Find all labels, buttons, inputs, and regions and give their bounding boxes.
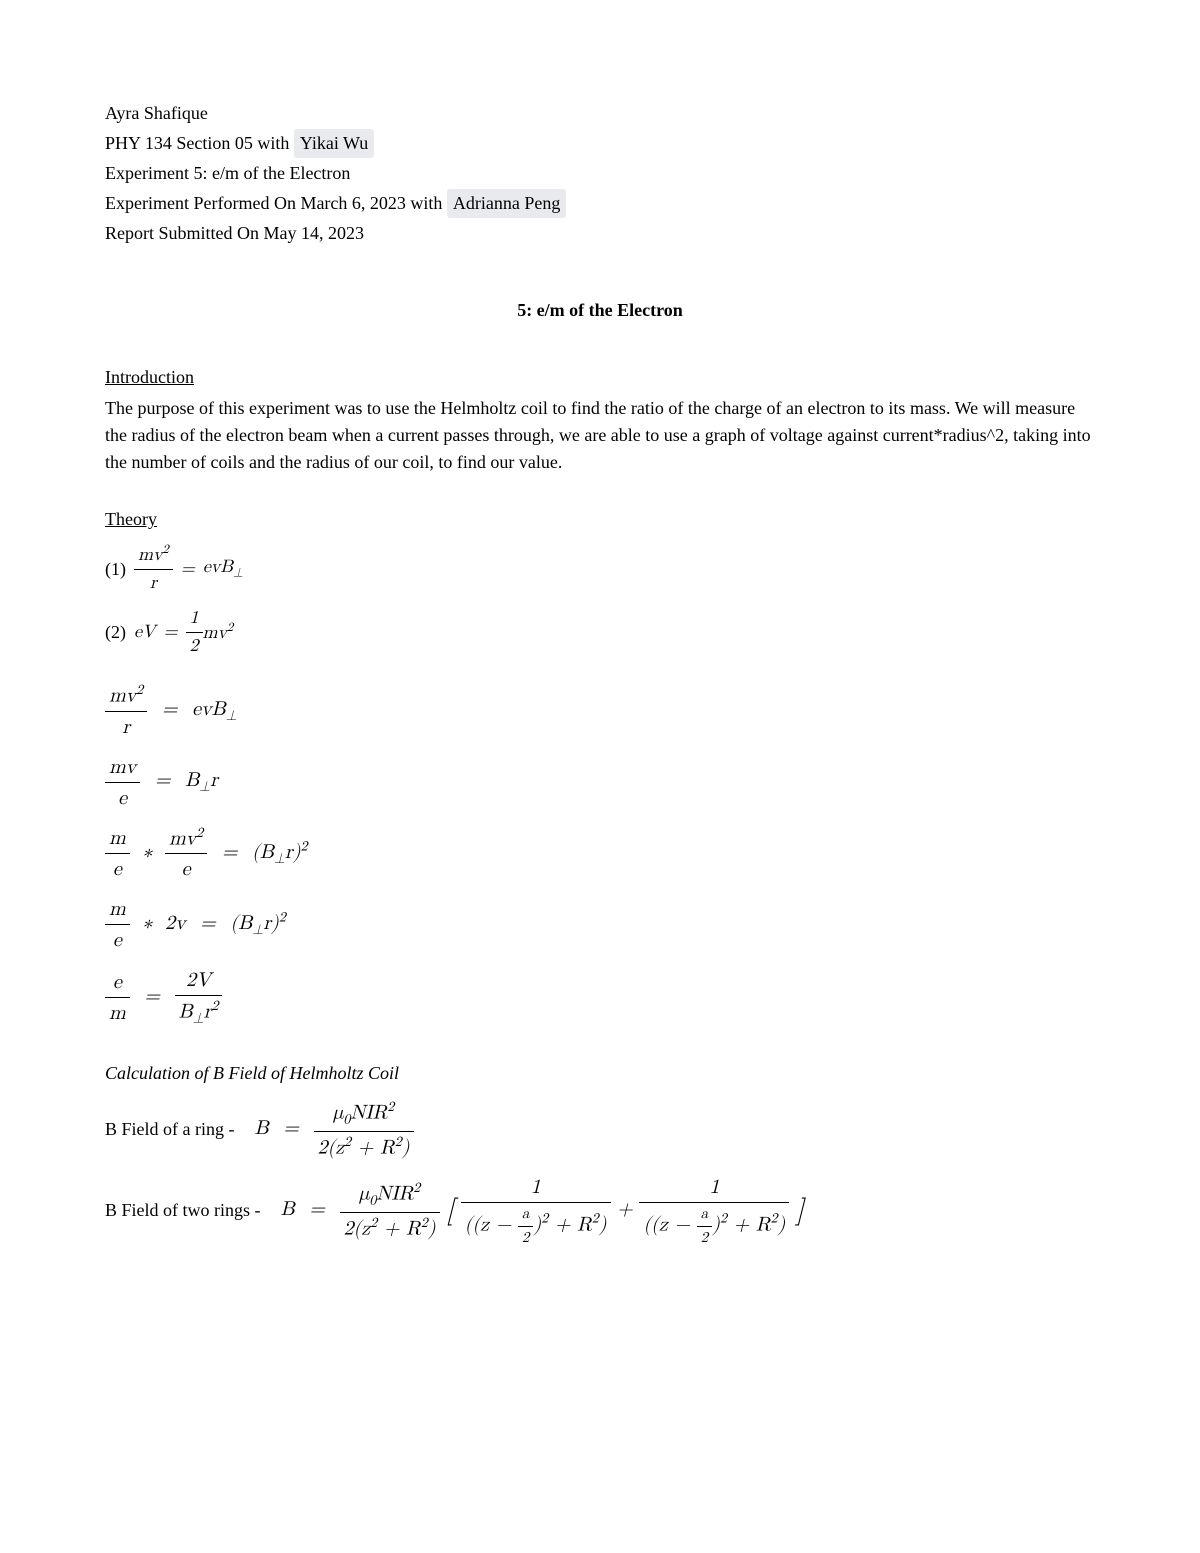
document-header: Ayra Shafique PHY 134 Section 05 with Yi… [105,100,1095,247]
instructor-tag: Yikai Wu [294,129,374,158]
partner-tag: Adrianna Peng [447,189,566,218]
d1-perp: ⊥ [226,709,237,723]
bfield-header: Calculation of B Field of Helmholtz Coil [105,1060,1095,1087]
equation-1: (1) mv2 r = evB⊥ [105,541,1095,597]
bfield-ring: B Field of a ring - B = μ0NIR2 2(z2 + R2… [105,1097,1095,1162]
intro-text: The purpose of this experiment was to us… [105,395,1095,476]
theory-equations: (1) mv2 r = evB⊥ (2) eV = 1 2 mv2 [105,541,1095,660]
ring-den1: 2(z [318,1137,345,1157]
intro-header: Introduction [105,364,1095,391]
deriv-line-1: mv2 r = evB⊥ [105,680,1095,742]
submitted-line: Report Submitted On May 14, 2023 [105,220,1095,247]
d3-rp: r) [285,842,301,862]
eq1-equals: = [181,556,195,583]
eq1-perp: ⊥ [233,568,243,580]
d3-e: e [105,854,130,884]
d4-perp: ⊥ [252,923,263,937]
deriv-line-3: m e ∗ mv2 e = (B⊥r)2 [105,823,1095,885]
ring-B: B [254,1118,268,1138]
d1-rhs: evB [192,699,226,719]
d5-B: B [179,1002,193,1022]
d1-num: mv [109,686,136,706]
d2-num: mv [105,752,140,783]
deriv-line-5: e m = 2V B⊥r2 [105,965,1095,1030]
tr-one1: 1 [461,1172,611,1203]
deriv-line-2: mv e = B⊥r [105,752,1095,813]
eq2-half-den: 2 [186,633,203,660]
d2-den: e [105,783,140,813]
tr-pr2: ) [712,1215,720,1235]
tr-NIR: NIR [376,1184,413,1204]
d5-2V: 2V [175,965,223,996]
d5-e: e [105,967,130,998]
ring-mu: μ [333,1103,344,1123]
course-line: PHY 134 Section 05 with Yikai Wu [105,129,1095,158]
d4-e: e [105,925,130,955]
d1-den: r [105,712,147,742]
eq2-mv: mv [203,624,228,642]
d3-B: (B [252,842,274,862]
d3-e2: e [165,854,207,884]
tr-plus: + [617,1199,639,1219]
tr-den2: + R [377,1218,421,1238]
ring-NIR: NIR [350,1103,387,1123]
two-rings-B: B [281,1199,295,1219]
eq2-equals: = [164,619,178,646]
d4-2v: 2v [165,913,186,933]
experiment-line: Experiment 5: e/m of the Electron [105,160,1095,187]
tr-one2: 1 [639,1172,789,1203]
performed-line: Experiment Performed On March 6, 2023 wi… [105,189,1095,218]
tr-mu: μ [359,1184,370,1204]
bfield-two-rings: B Field of two rings - B = μ0NIR2 2(z2 +… [105,1172,1095,1249]
theory-header: Theory [105,506,1095,533]
d3-mv: mv [169,828,196,848]
eq1-number: (1) [105,556,126,583]
course-prefix: PHY 134 Section 05 with [105,133,294,153]
eq2-number: (2) [105,619,126,646]
equation-2: (2) eV = 1 2 mv2 [105,605,1095,660]
tr-zma1: ((z − [465,1215,518,1235]
ring-label: B Field of a ring - [105,1116,234,1143]
eq2-lhs: eV [134,619,156,646]
d5-m: m [105,998,130,1028]
tr-a2: a [697,1203,713,1227]
performed-prefix: Experiment Performed On March 6, 2023 wi… [105,193,447,213]
tr-pR1: + R [548,1215,592,1235]
tr-zma2: ((z − [643,1215,696,1235]
author-line: Ayra Shafique [105,100,1095,127]
eq1-den-r: r [134,570,173,597]
document-title: 5: e/m of the Electron [105,297,1095,324]
eq2-half-num: 1 [186,605,203,633]
ring-den2: + R [351,1137,395,1157]
eq1-rhs: evB [203,558,233,576]
d5-perp: ⊥ [193,1012,204,1026]
tr-den1: 2(z [344,1218,371,1238]
tr-a1: a [518,1203,534,1227]
tr-2b: 2 [697,1227,713,1250]
two-rings-label: B Field of two rings - [105,1197,261,1224]
deriv-line-4: m e ∗ 2v = (B⊥r)2 [105,894,1095,955]
d4-rp: r) [263,913,279,933]
d2-B: B [185,770,199,790]
tr-pR2: + R [727,1215,771,1235]
tr-2a: 2 [518,1227,534,1250]
d2-perp: ⊥ [199,780,210,794]
d4-m: m [105,894,130,925]
eq1-num-mv: mv [138,546,163,564]
d4-B: (B [230,913,252,933]
d3-m: m [105,823,130,854]
d3-perp: ⊥ [274,852,285,866]
derivation-block: mv2 r = evB⊥ mv e = B⊥r m e ∗ mv2 e = (B… [105,680,1095,1030]
d2-r: r [210,770,218,790]
